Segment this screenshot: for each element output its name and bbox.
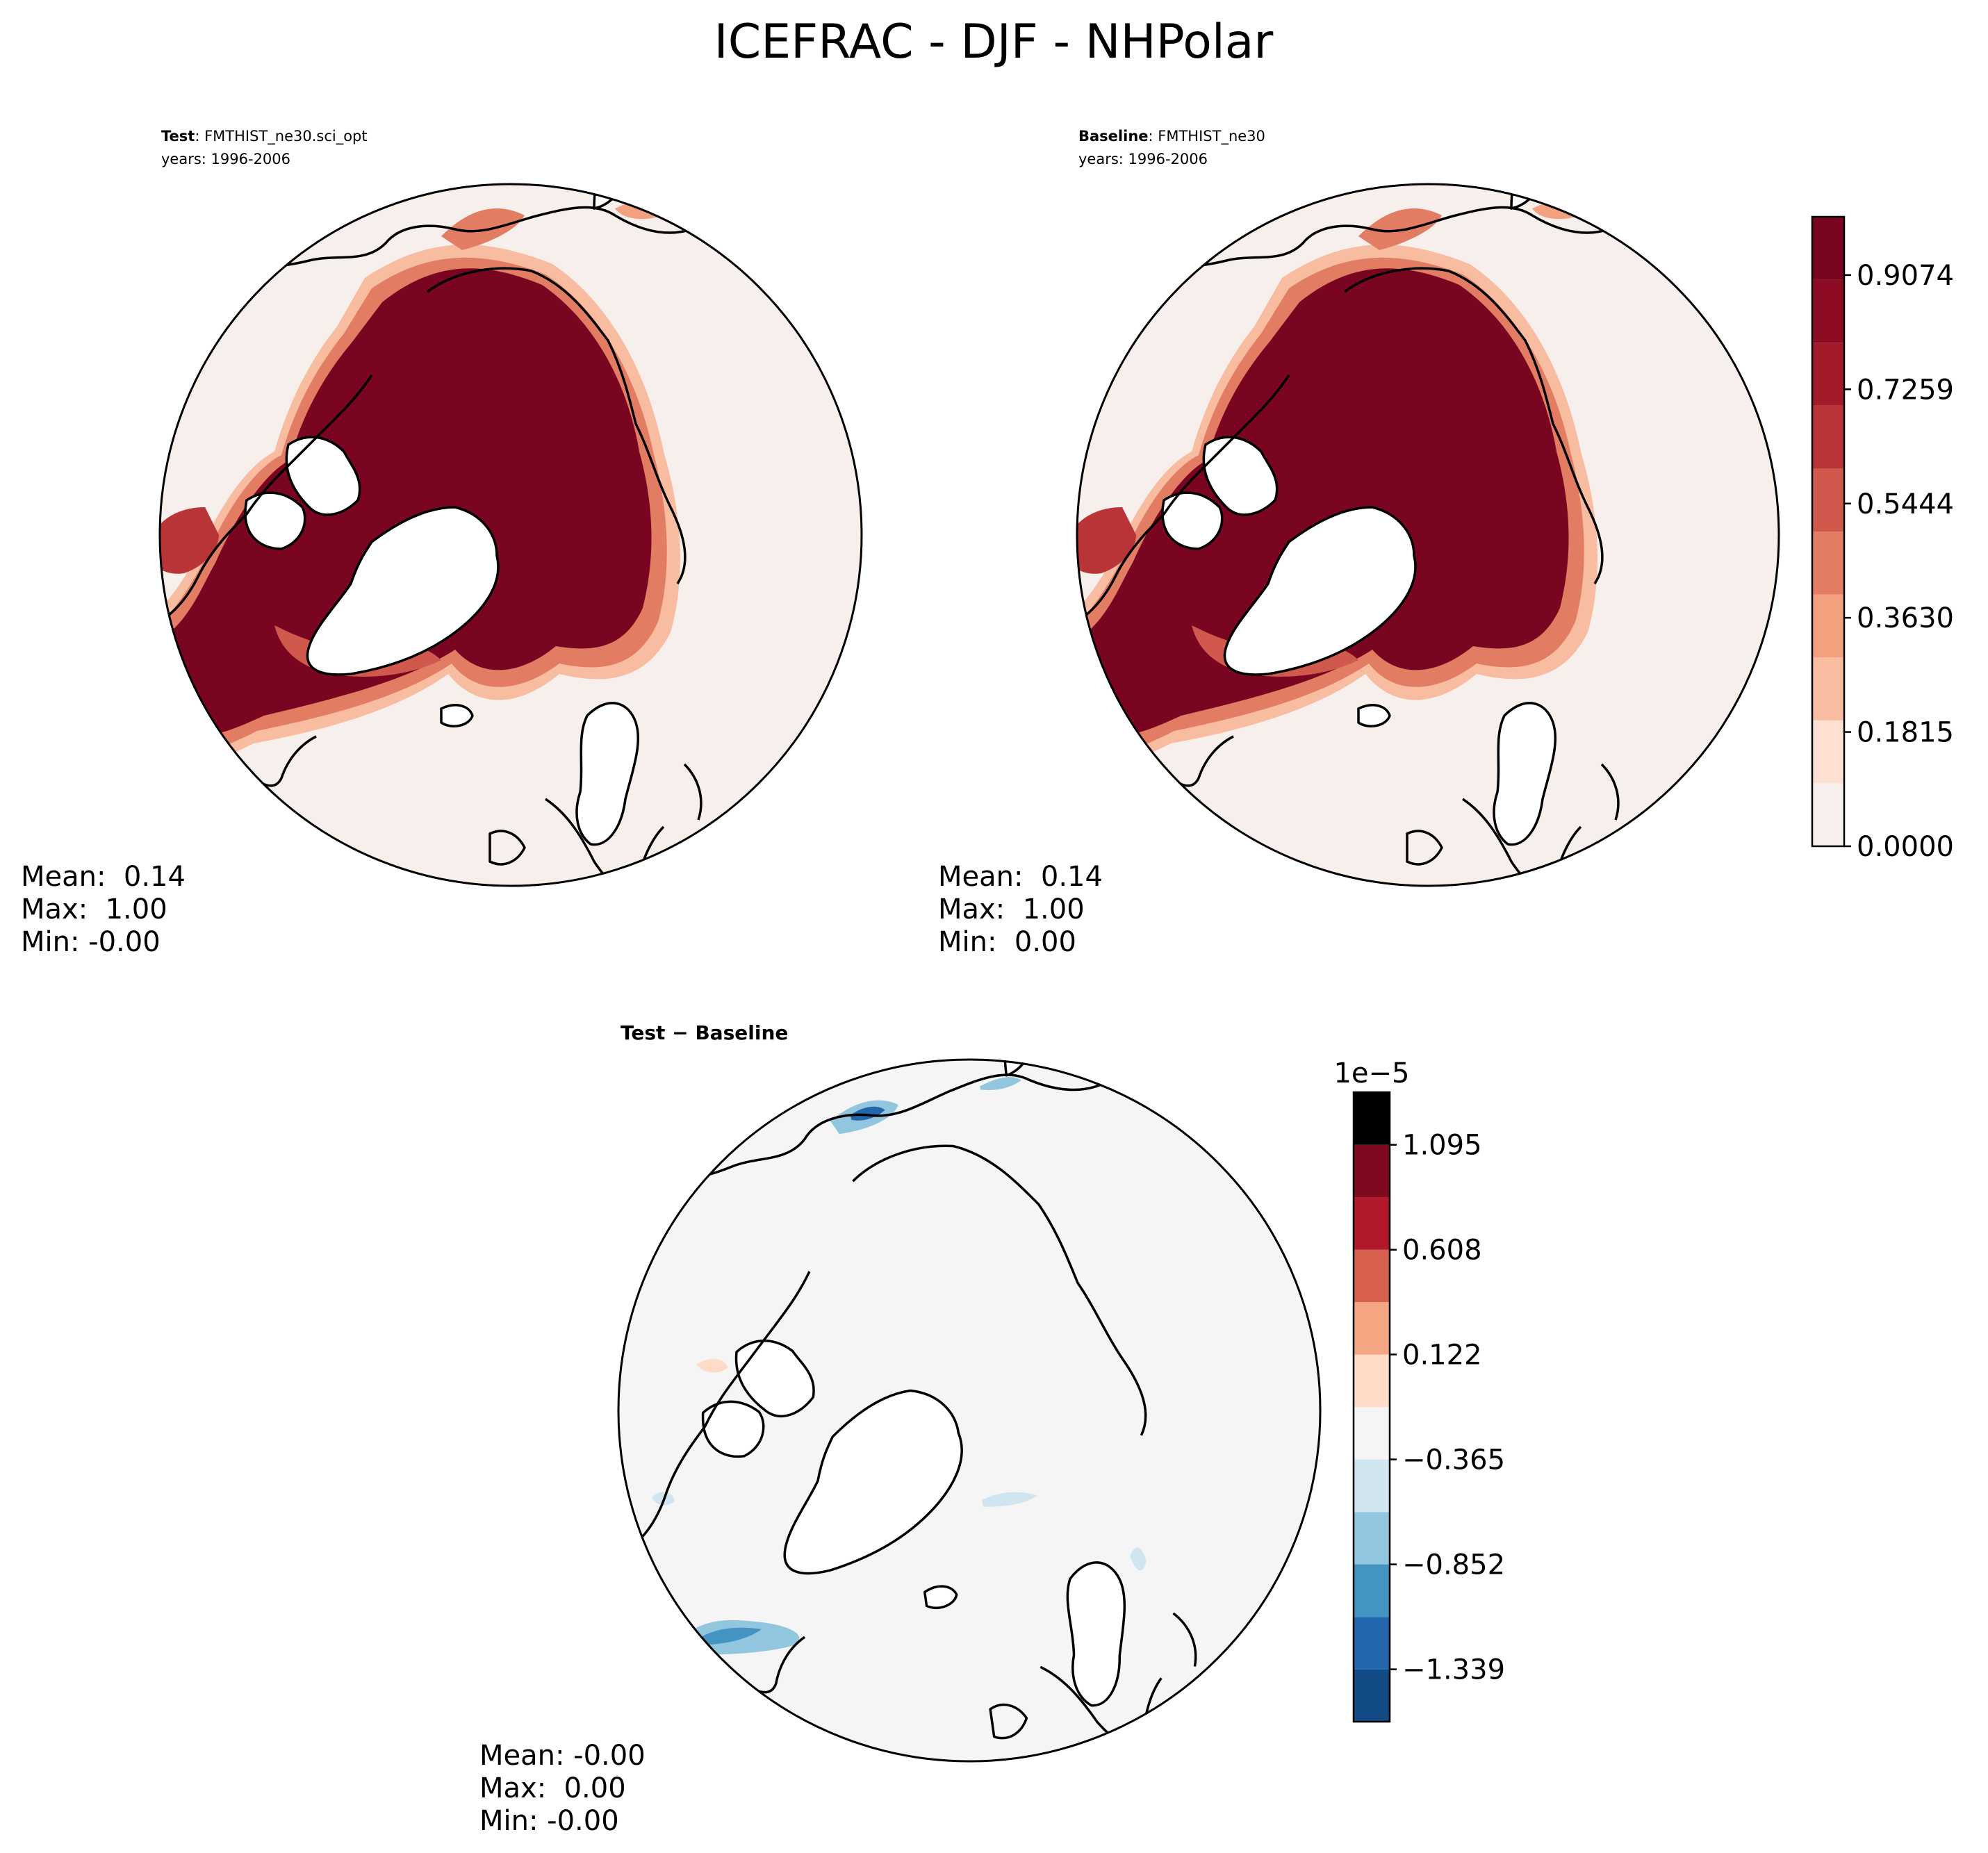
colorbar-icefrac: 0.0000 0.1815 0.3630 0.5444 0.7259 0.9074 (1811, 215, 1954, 863)
panel-test-label-sep: : (195, 128, 204, 145)
stat-diff-min: Min: -0.00 (479, 1805, 619, 1837)
colorbar-icefrac-band (1812, 720, 1844, 784)
stat-baseline-max: Max: 1.00 (938, 893, 1085, 925)
colorbar-icefrac-band (1812, 657, 1844, 720)
panel-baseline-label-sep: : (1149, 128, 1158, 145)
panel-baseline-label-bold: Baseline (1078, 128, 1149, 145)
colorbar-icefrac-band (1812, 783, 1844, 846)
colorbar-icefrac-tick-label: 0.5444 (1857, 488, 1954, 520)
colorbar-icefrac-frame (1811, 215, 1846, 848)
panel-baseline: Baseline: FMTHIST_ne30 years: 1996-2006 … (938, 128, 1780, 958)
colorbar-diff-band (1354, 1564, 1390, 1617)
colorbar-diff-band (1354, 1617, 1390, 1670)
colorbar-diff-band (1354, 1669, 1390, 1722)
figure-title: ICEFRAC - DJF - NHPolar (714, 15, 1274, 69)
panel-test-case: FMTHIST_ne30.sci_opt (204, 128, 368, 145)
colorbar-icefrac-band (1812, 279, 1844, 343)
colorbar-diff-band (1354, 1144, 1390, 1198)
colorbar-icefrac-tick-label: 0.7259 (1857, 374, 1954, 406)
colorbar-diff-tick-label: 1.095 (1402, 1130, 1482, 1162)
panel-diff: Test − Baseline Mean: -0.00 (479, 1021, 1322, 1837)
colorbar-diff-tick-label: 0.608 (1402, 1235, 1482, 1267)
panel-test-label-bold: Test (161, 128, 195, 145)
stat-baseline-mean: Mean: 0.14 (938, 861, 1103, 893)
colorbar-icefrac-band (1812, 468, 1844, 532)
colorbar-icefrac-band (1812, 405, 1844, 469)
colorbar-diff-tick-label: −0.365 (1402, 1444, 1505, 1476)
colorbar-diff-band (1354, 1354, 1390, 1408)
colorbar-icefrac-tick-label: 0.1815 (1857, 717, 1954, 749)
panel-baseline-case: FMTHIST_ne30 (1158, 128, 1265, 145)
colorbar-diff-band (1354, 1249, 1390, 1303)
colorbar-diff-band (1354, 1512, 1390, 1565)
panel-test: Test: FMTHIST_ne30.sci_opt years: 1996-2… (21, 128, 863, 958)
map-diff-boundary (617, 1058, 1322, 1763)
colorbar-icefrac-band (1812, 594, 1844, 658)
colorbar-diff-band (1354, 1197, 1390, 1250)
colorbar-diff-band (1354, 1407, 1390, 1460)
stat-diff-max: Max: 0.00 (479, 1772, 626, 1804)
colorbar-diff-band (1354, 1459, 1390, 1513)
colorbar-diff-band (1354, 1302, 1390, 1355)
panel-test-years: years: 1996-2006 (161, 151, 290, 167)
colorbar-icefrac-tick-label: 0.3630 (1857, 602, 1954, 634)
panel-baseline-label: Baseline: FMTHIST_ne30 (1078, 128, 1265, 145)
panel-test-label: Test: FMTHIST_ne30.sci_opt (161, 128, 368, 145)
colorbar-diff-tick-label: 0.122 (1402, 1339, 1482, 1371)
map-baseline (1077, 184, 1779, 886)
map-test (160, 184, 862, 886)
colorbar-diff-scale-label: 1e−5 (1333, 1057, 1409, 1089)
map-test-boundary (158, 183, 863, 887)
stat-diff-mean: Mean: -0.00 (479, 1740, 646, 1772)
colorbar-icefrac-tick-label: 0.9074 (1857, 260, 1954, 292)
panel-baseline-years: years: 1996-2006 (1078, 151, 1208, 167)
stat-test-max: Max: 1.00 (21, 893, 167, 925)
colorbar-icefrac-tick-label: 0.0000 (1857, 831, 1954, 863)
map-baseline-boundary (1076, 183, 1780, 887)
panel-diff-label: Test − Baseline (621, 1021, 788, 1044)
colorbar-icefrac-band (1812, 343, 1844, 406)
colorbar-icefrac-band (1812, 217, 1844, 280)
colorbar-diff-tick-label: −1.339 (1402, 1654, 1505, 1686)
colorbar-diff: −1.339 −0.852 −0.365 0.122 0.608 1.095 1e−5 (1333, 1057, 1505, 1723)
colorbar-diff-frame (1352, 1091, 1391, 1723)
map-diff (618, 1060, 1320, 1761)
colorbar-diff-tick-label: −0.852 (1402, 1549, 1505, 1581)
stat-test-min: Min: -0.00 (21, 926, 161, 958)
stat-baseline-min: Min: 0.00 (938, 926, 1076, 958)
stat-test-mean: Mean: 0.14 (21, 861, 186, 893)
colorbar-icefrac-band (1812, 532, 1844, 595)
colorbar-diff-band (1354, 1092, 1390, 1145)
